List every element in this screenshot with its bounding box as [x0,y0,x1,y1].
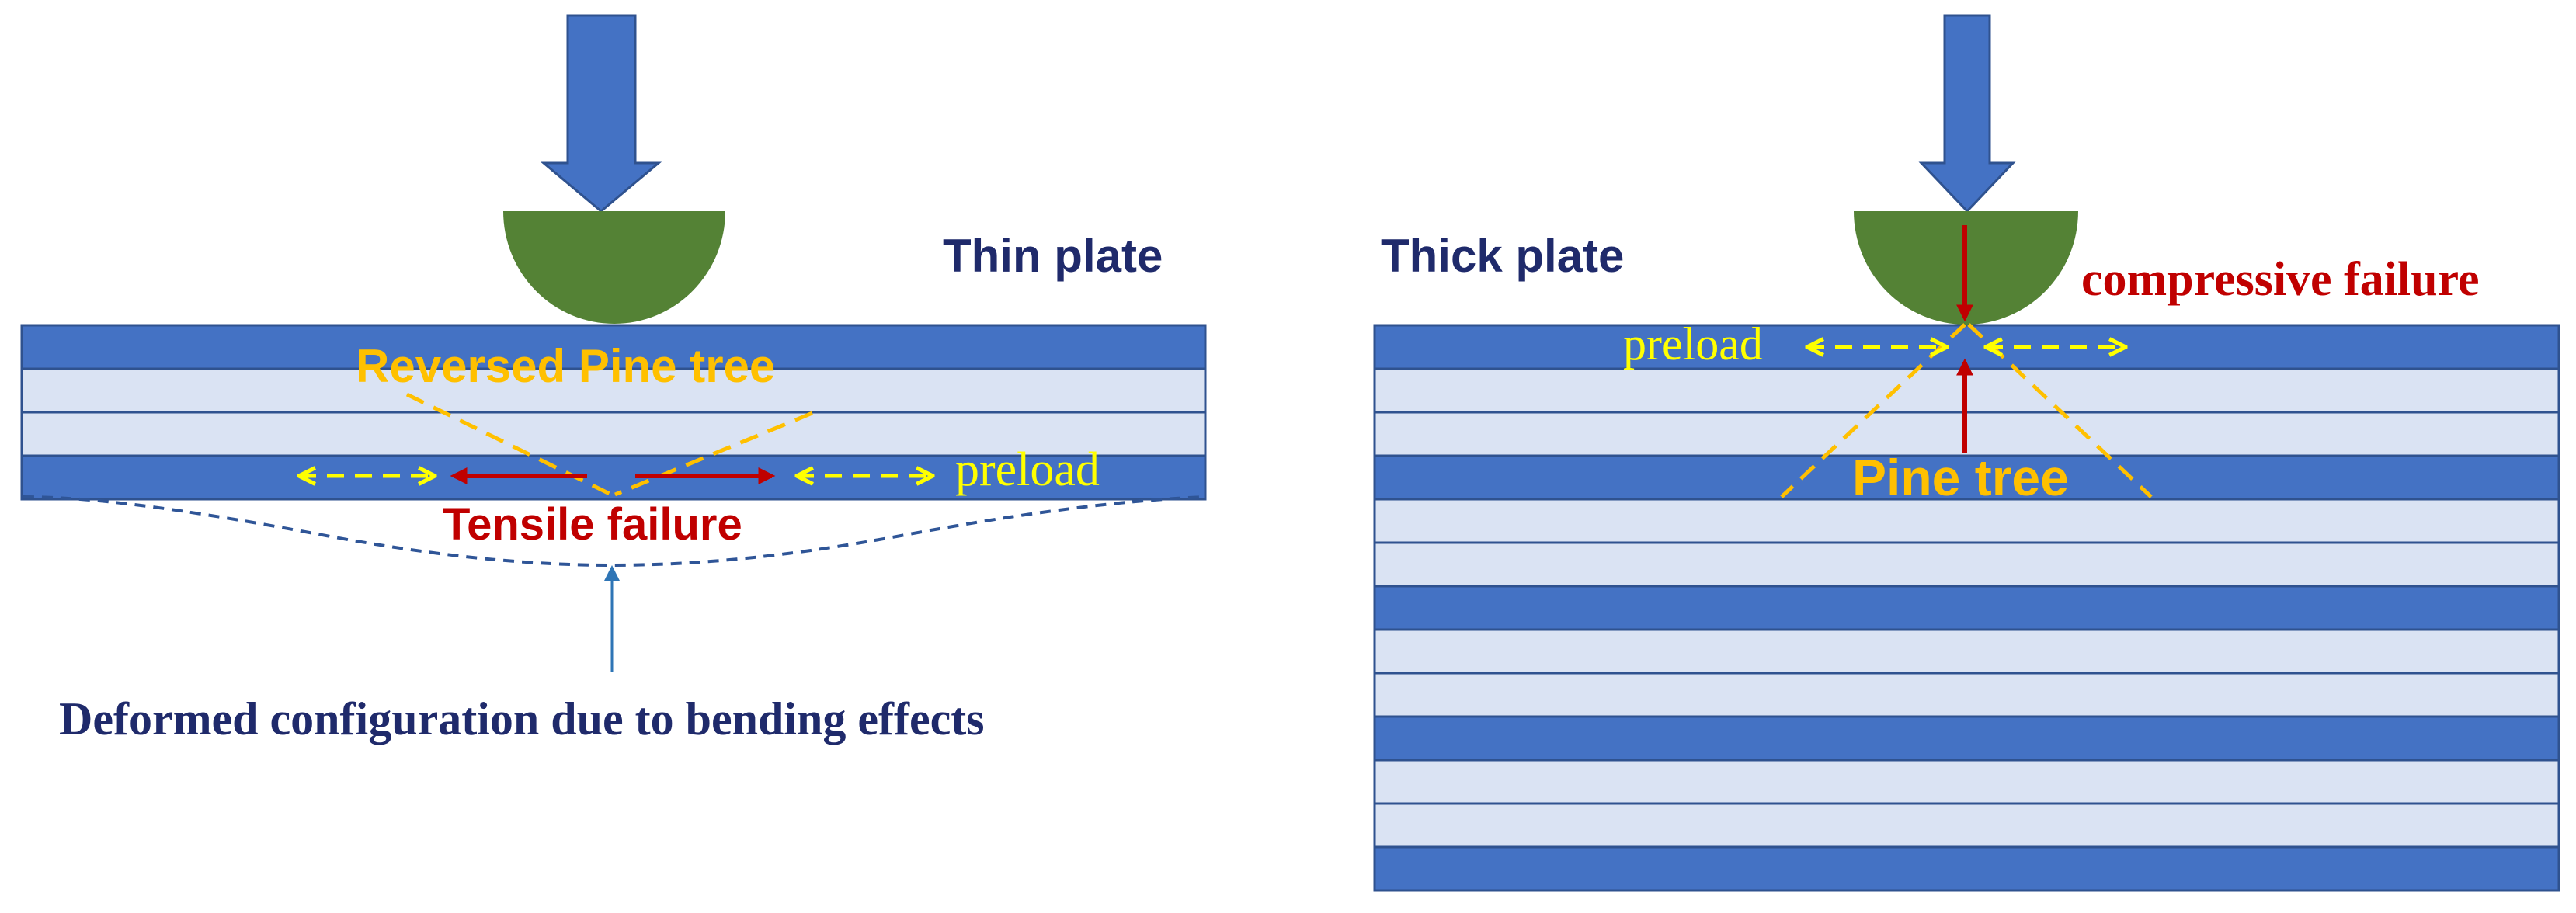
pine-tree-label: Pine tree [1852,449,2069,506]
thick-load-arrow [1918,14,2016,213]
thick-ply-7 [1373,585,2560,631]
deformed-configuration-curve [23,495,1206,568]
thick-ply-6 [1373,541,2560,588]
thin-ply-2 [20,367,1207,414]
thick-ply-12 [1373,802,2560,849]
thin-load-arrow [540,14,662,213]
thick-ply-11 [1373,759,2560,805]
deformed-configuration-label: Deformed configuration due to bending ef… [59,693,985,745]
thick-ply-9 [1373,672,2560,718]
thick-preload-label: preload [1623,318,1763,370]
thick-plate-label: Thick plate [1381,230,1624,282]
thin-indenter [503,211,725,324]
compressive-failure-label: compressive failure [2081,253,2480,306]
thin-ply-4 [20,454,1207,501]
tensile-failure-label: Tensile failure [443,499,742,550]
thin-plate-laminate [20,324,1207,501]
thick-ply-10 [1373,715,2560,762]
reversed-pine-tree-label: Reversed Pine tree [356,340,775,392]
thin-preload-label: preload [955,443,1100,496]
thick-ply-13 [1373,845,2560,892]
thin-ply-1 [20,324,1207,370]
thick-ply-8 [1373,628,2560,675]
thick-plate-laminate [1373,324,2560,892]
thin-plate-label: Thin plate [943,230,1163,282]
